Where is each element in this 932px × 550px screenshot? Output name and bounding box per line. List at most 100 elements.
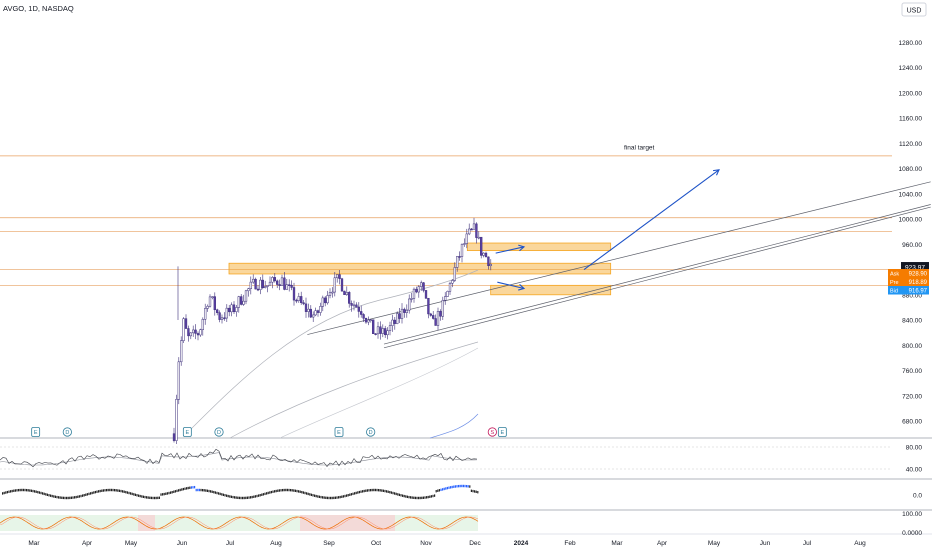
price-tick-label: 1080.00 [899, 166, 923, 173]
candle-body [480, 236, 483, 256]
candle-body [364, 317, 368, 323]
horizontal-lines[interactable] [0, 155, 892, 286]
candle-body [309, 308, 312, 318]
quote-label: Pre [890, 280, 899, 286]
price-tick-label: 1120.00 [899, 141, 922, 148]
candle-body [249, 281, 252, 289]
candle-body [292, 287, 296, 301]
quote-value: 928.90 [909, 271, 928, 277]
oscillator-bar [184, 487, 186, 490]
candle-body [477, 236, 480, 239]
oscillator-bar [160, 493, 162, 496]
oscillator-bar [214, 491, 216, 494]
oscillator-bar [310, 493, 312, 497]
candle-body [256, 288, 260, 291]
candle-body [264, 286, 267, 288]
stoch-k-line [0, 516, 479, 530]
oscillator-bar [176, 489, 178, 493]
time-tick-label: Jul [803, 540, 812, 547]
candle-body [331, 291, 334, 294]
dividend-marker [366, 427, 376, 437]
candle-body [460, 243, 464, 257]
earnings-marker [31, 427, 41, 437]
oscillator-bar [413, 496, 415, 499]
rsi-line [0, 448, 478, 468]
candle-body [338, 274, 341, 279]
candle-body [326, 295, 329, 304]
oscillator-bar [360, 490, 362, 493]
oscillator-bar [342, 495, 344, 498]
oscillator-bar [262, 493, 264, 496]
oscillator-bar [13, 489, 15, 492]
oscillator-bar [114, 488, 116, 492]
candle-body [403, 308, 406, 313]
time-axis[interactable]: Mar Apr May Jun Jul Aug Sep Oct Nov Dec 2024 Feb Mar… [28, 540, 866, 547]
candle-body [465, 233, 468, 244]
projection-arrows[interactable] [495, 169, 720, 291]
oscillator-bar [216, 491, 218, 495]
oscillator-bar [21, 488, 23, 492]
oscillator-bar [349, 493, 351, 496]
candle-body [350, 303, 353, 306]
oscillator-bar [291, 489, 293, 492]
candle-body [273, 277, 276, 282]
oscillator-bar [181, 488, 183, 491]
time-tick-label: Feb [564, 540, 576, 547]
oscillator-bar [390, 491, 392, 494]
candle-body [223, 317, 226, 320]
oscillator-bar [363, 489, 365, 493]
dividend-marker [214, 427, 224, 437]
oscillator-bar [315, 494, 317, 498]
oscillator-bar [134, 493, 136, 497]
oscillator-bar [469, 485, 471, 488]
oscillator-bar [376, 488, 378, 492]
oscillator-bar [234, 496, 236, 499]
oscillator-bar [408, 495, 410, 499]
candle-body [206, 305, 209, 309]
oscillator-bar [192, 486, 194, 489]
supply-demand-zones[interactable] [228, 242, 612, 296]
oscillator-bar [203, 489, 205, 492]
candle-body [360, 311, 363, 315]
oscillator-bar [88, 492, 90, 496]
oscillator-bar [226, 494, 228, 497]
event-marker-label: D [369, 430, 373, 436]
stoch-overbought-band [138, 515, 155, 531]
oscillator-bar [325, 496, 327, 499]
time-tick-label: May [125, 540, 138, 547]
quote-tag [888, 277, 929, 286]
candle-body [340, 278, 344, 292]
oscillator-bar [322, 496, 324, 499]
candle-body [487, 256, 490, 266]
price-tick-label: 1240.00 [899, 65, 923, 72]
quote-value: 916.97 [909, 288, 928, 294]
oscillator-bar [86, 493, 88, 496]
oscillator-bar [210, 490, 212, 493]
quote-tag [888, 286, 929, 295]
candle-body [201, 319, 204, 330]
oscillator-bar [61, 496, 63, 499]
oscillator-bar [387, 490, 389, 493]
oscillator-bar [350, 493, 352, 496]
candle-body [285, 284, 288, 290]
stochastic-pane: 100.00 0.0000 [0, 511, 922, 537]
oscillator-bar [411, 496, 413, 499]
price-axis[interactable]: 680.00720.00760.00800.00840.00880.00920.… [899, 40, 923, 426]
oscillator-bar [422, 496, 424, 499]
oscillator-bar [141, 495, 143, 498]
oscillator-bar [382, 489, 384, 492]
oscillator-bar [158, 496, 160, 499]
candle-body [384, 328, 387, 336]
oscillator-bar [446, 486, 448, 490]
oscillator-bar [56, 495, 58, 499]
candle-body [453, 267, 456, 281]
oscillator-bar [34, 490, 36, 493]
oscillator-bar [429, 495, 431, 498]
candle-body [415, 288, 418, 293]
time-tick-label: Apr [82, 540, 93, 547]
currency-button[interactable]: USD [901, 2, 927, 17]
oscillator-bar [8, 490, 10, 493]
trendlines[interactable] [307, 181, 931, 349]
